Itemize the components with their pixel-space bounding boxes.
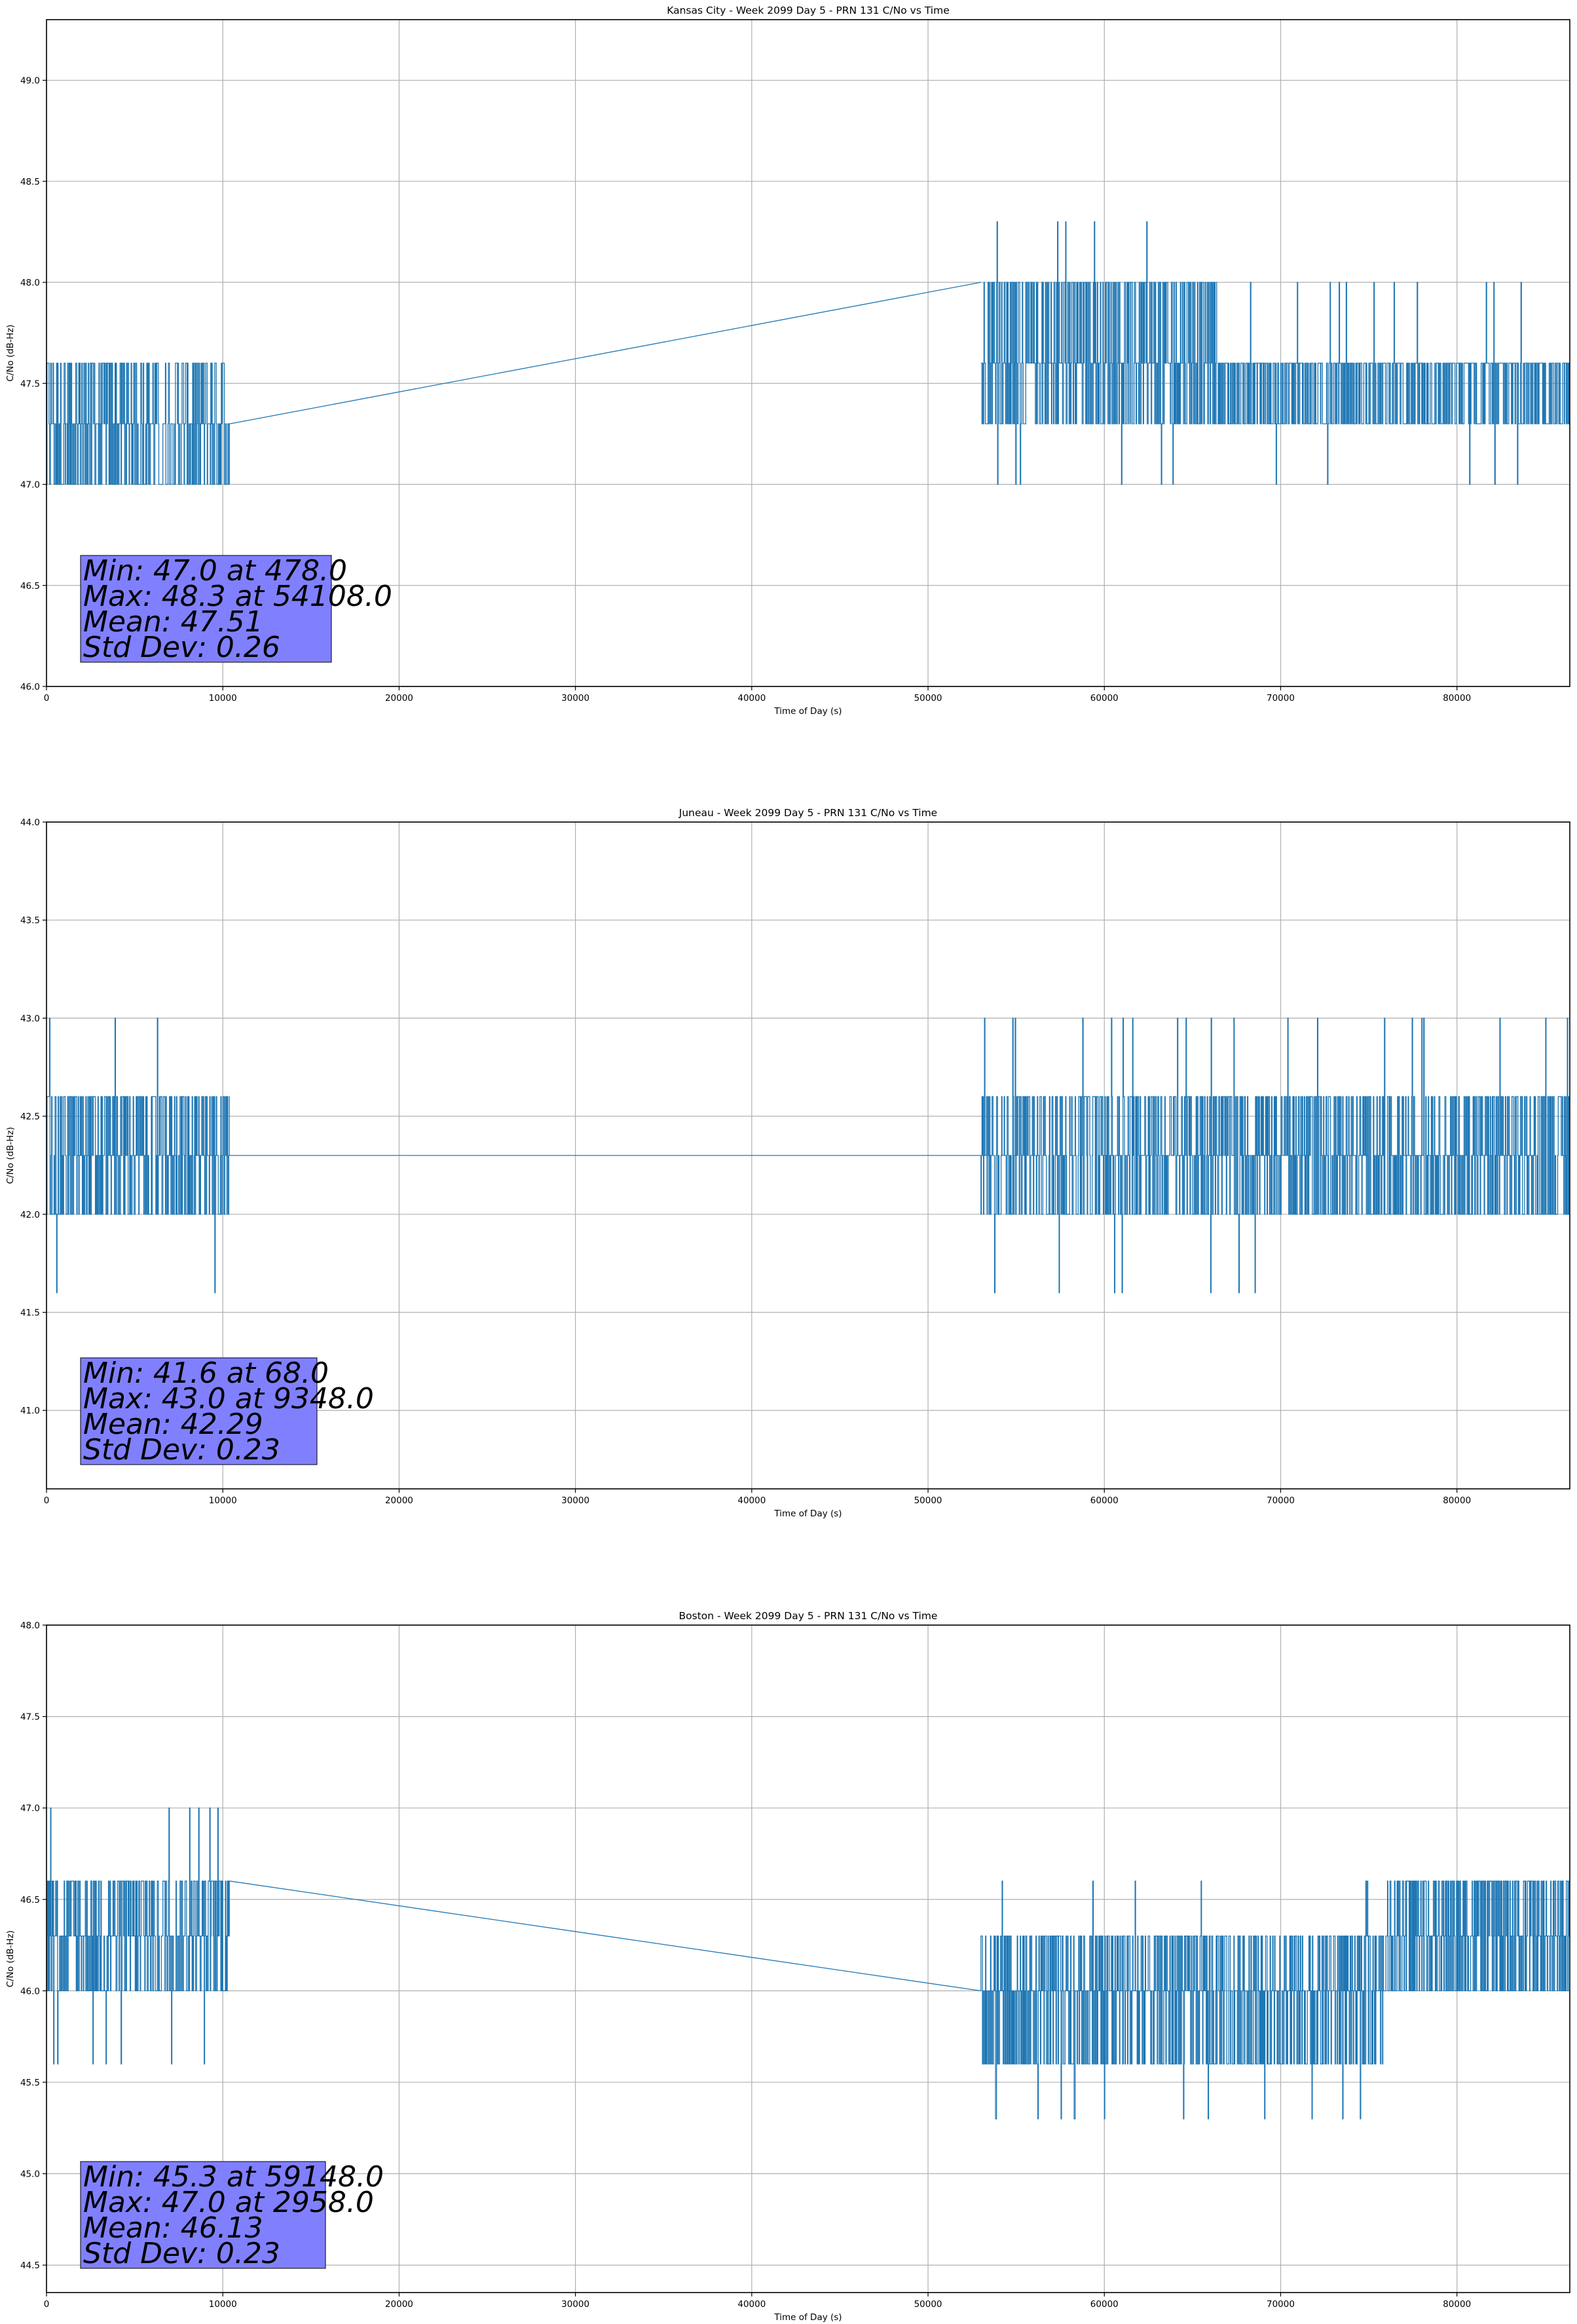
x-tick-label: 30000 <box>561 693 589 703</box>
x-tick-label: 70000 <box>1267 693 1295 703</box>
y-tick-label: 48.0 <box>20 278 40 288</box>
y-axis-label: C/No (dB-Hz) <box>5 324 16 381</box>
x-tick-label: 60000 <box>1090 1495 1119 1506</box>
y-tick-label: 47.5 <box>20 1712 40 1723</box>
stats-box <box>80 555 332 663</box>
axes-frame <box>46 821 1570 1490</box>
chart-panel-2: 0 10000 20000 30000 40000 50000 60000 70000 8000… <box>5 807 1570 1519</box>
x-axis-label: Time of Day (s) <box>773 1509 842 1519</box>
stats-mean: Mean: 46.13 <box>83 2211 263 2245</box>
x-tick-label: 40000 <box>737 693 766 703</box>
x-tick-label: 30000 <box>561 2299 589 2310</box>
y-tick-label: 47.0 <box>20 480 40 491</box>
x-axis-label: Time of Day (s) <box>773 2312 842 2323</box>
y-axis-label: C/No (dB-Hz) <box>5 1127 16 1184</box>
y-tick-label: 47.5 <box>20 379 40 389</box>
stats-max: Max: 43.0 at 9348.0 <box>83 1382 374 1415</box>
stats-max: Max: 47.0 at 2958.0 <box>83 2186 374 2219</box>
x-tick-label: 60000 <box>1090 693 1119 703</box>
x-tick-label: 80000 <box>1443 2299 1471 2310</box>
y-tick-label: 44.5 <box>20 2260 40 2271</box>
axes-frame <box>46 1624 1570 2293</box>
y-tick-label: 47.0 <box>20 1803 40 1814</box>
x-tick-label: 70000 <box>1267 1495 1295 1506</box>
series-line <box>46 1017 1570 1294</box>
x-tick-label: 10000 <box>209 693 237 703</box>
x-tick-label: 50000 <box>914 2299 942 2310</box>
stats-box <box>80 2161 326 2269</box>
y-tick-label: 45.5 <box>20 2078 40 2088</box>
x-tick-label: 0 <box>44 1495 50 1506</box>
stats-min: Min: 45.3 at 59148.0 <box>83 2160 384 2194</box>
y-tick-label: 42.5 <box>20 1112 40 1122</box>
y-tick-label: 43.0 <box>20 1013 40 1024</box>
y-tick-label: 41.5 <box>20 1308 40 1319</box>
x-tick-label: 80000 <box>1443 693 1471 703</box>
data-trace <box>46 1807 1570 2120</box>
series-line <box>46 221 1570 485</box>
stats-min: Min: 41.6 at 68.0 <box>83 1357 329 1390</box>
x-tick-label: 40000 <box>737 2299 766 2310</box>
y-tick-label: 46.0 <box>20 682 40 692</box>
chart-title: Boston - Week 2099 Day 5 - PRN 131 C/No … <box>679 1610 938 1622</box>
stats-mean: Mean: 47.51 <box>83 605 263 639</box>
x-tick-label: 10000 <box>209 1495 237 1506</box>
chart-title: Kansas City - Week 2099 Day 5 - PRN 131 … <box>667 5 950 16</box>
x-axis-label: Time of Day (s) <box>773 706 842 717</box>
chart-panel-3: 0 10000 20000 30000 40000 50000 60000 70000 8000… <box>5 1610 1570 2323</box>
stats-std: Std Dev: 0.23 <box>83 2237 280 2270</box>
y-tick-label: 48.5 <box>20 177 40 187</box>
x-tick-label: 70000 <box>1267 2299 1295 2310</box>
x-tick-label: 80000 <box>1443 1495 1471 1506</box>
series-line <box>46 1807 1570 2120</box>
y-axis-label: C/No (dB-Hz) <box>5 1930 16 1987</box>
x-tick-label: 20000 <box>385 2299 413 2310</box>
x-tick-label: 0 <box>44 693 50 703</box>
y-tick-label: 42.0 <box>20 1210 40 1220</box>
x-tick-label: 20000 <box>385 693 413 703</box>
stats-box <box>80 1357 318 1465</box>
y-tick-label: 48.0 <box>20 1621 40 1631</box>
y-tick-label: 46.5 <box>20 1895 40 1905</box>
x-tick-label: 10000 <box>209 2299 237 2310</box>
x-tick-label: 30000 <box>561 1495 589 1506</box>
x-tick-label: 50000 <box>914 1495 942 1506</box>
x-tick-label: 0 <box>44 2299 50 2310</box>
x-tick-label: 60000 <box>1090 2299 1119 2310</box>
chart-panel-1: 0 10000 20000 30000 40000 50000 60000 70000 8000… <box>5 5 1570 717</box>
y-tick-label: 45.0 <box>20 2169 40 2180</box>
y-tick-label: 41.0 <box>20 1406 40 1416</box>
stats-max: Max: 48.3 at 54108.0 <box>83 580 392 613</box>
y-tick-label: 46.5 <box>20 581 40 591</box>
x-tick-label: 50000 <box>914 693 942 703</box>
stats-std: Std Dev: 0.23 <box>83 1433 280 1467</box>
stats-std: Std Dev: 0.26 <box>83 631 280 664</box>
y-tick-label: 46.0 <box>20 1986 40 1996</box>
y-tick-label: 43.5 <box>20 916 40 926</box>
y-tick-label: 49.0 <box>20 76 40 86</box>
axes-frame <box>46 19 1570 687</box>
x-tick-label: 20000 <box>385 1495 413 1506</box>
chart-title: Juneau - Week 2099 Day 5 - PRN 131 C/No … <box>678 807 937 819</box>
data-trace <box>46 221 1570 485</box>
x-tick-label: 40000 <box>737 1495 766 1506</box>
stats-mean: Mean: 42.29 <box>83 1408 263 1441</box>
y-tick-label: 44.0 <box>20 817 40 828</box>
data-trace <box>46 1017 1570 1294</box>
stats-min: Min: 47.0 at 478.0 <box>83 554 347 588</box>
